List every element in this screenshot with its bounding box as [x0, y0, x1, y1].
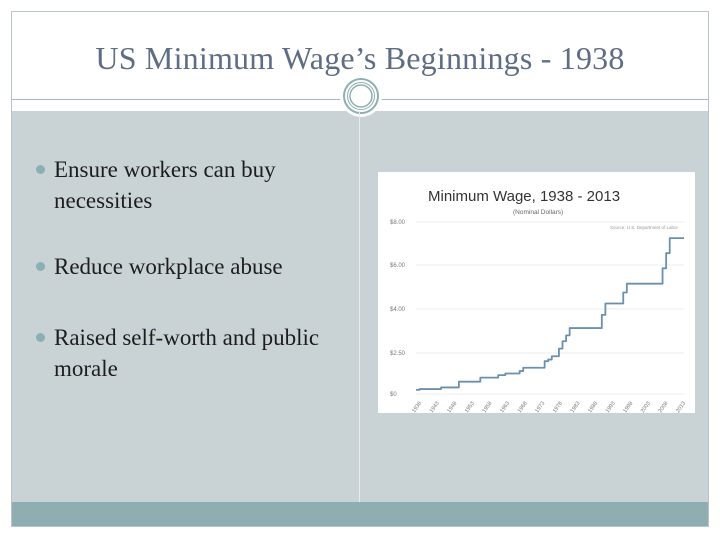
bullet-text: Ensure workers can buy necessities — [54, 157, 276, 213]
x-tick-label: 1968 — [517, 401, 529, 413]
x-tick-label: 1948 — [446, 401, 458, 413]
bullet-icon — [36, 333, 45, 342]
x-tick-label: 1963 — [499, 401, 511, 413]
y-tick-label: $4.00 — [390, 307, 406, 313]
footer-bar — [12, 502, 708, 526]
slide-title: US Minimum Wage’s Beginnings - 1938 — [95, 40, 625, 76]
wage-series-line — [416, 237, 684, 391]
x-tick-label: 1978 — [552, 401, 564, 413]
chart-subtitle: (Nominal Dollars) — [513, 209, 563, 216]
minimum-wage-chart: Minimum Wage, 1938 - 2013 (Nominal Dollar… — [390, 188, 687, 413]
x-tick-label: 1973 — [534, 401, 546, 413]
bullet-text: Raised self-worth and public morale — [54, 325, 320, 381]
bullet-icon — [36, 165, 45, 174]
chart-panel: Minimum Wage, 1938 - 2013 (Nominal Dollar… — [378, 172, 695, 413]
x-tick-label: 1958 — [482, 401, 494, 413]
x-tick-label: 1938 — [411, 401, 423, 413]
bullet-text: Reduce workplace abuse — [54, 254, 283, 279]
bullet-item: Raised self-worth and public morale — [36, 322, 346, 384]
bullet-item: Ensure workers can buy necessities — [36, 154, 346, 216]
x-tick-label: 1993 — [605, 401, 617, 413]
y-tick-label: $8.00 — [390, 220, 406, 226]
x-tick-label: 2013 — [675, 401, 687, 413]
chart-title: Minimum Wage, 1938 - 2013 — [428, 188, 620, 205]
x-tick-label: 1988 — [587, 401, 599, 413]
x-tick-label: 1983 — [570, 401, 582, 413]
x-tick-label: 2008 — [658, 401, 670, 413]
y-tick-label: $0 — [390, 392, 397, 398]
chart-source-note: Source: U.S. Department of Labor — [610, 225, 679, 230]
column-divider — [359, 111, 360, 503]
x-tick-label: 2003 — [640, 401, 652, 413]
x-tick-label: 1998 — [622, 401, 634, 413]
bullet-item: Reduce workplace abuse — [36, 251, 346, 282]
bullet-icon — [36, 262, 45, 271]
x-tick-label: 1943 — [429, 401, 441, 413]
y-tick-label: $6.00 — [390, 263, 406, 269]
slide: US Minimum Wage’s Beginnings - 1938 Ensu… — [11, 11, 709, 527]
y-tick-label: $2.50 — [390, 351, 406, 357]
circle-emblem-icon — [340, 75, 382, 117]
x-tick-label: 1953 — [464, 401, 476, 413]
